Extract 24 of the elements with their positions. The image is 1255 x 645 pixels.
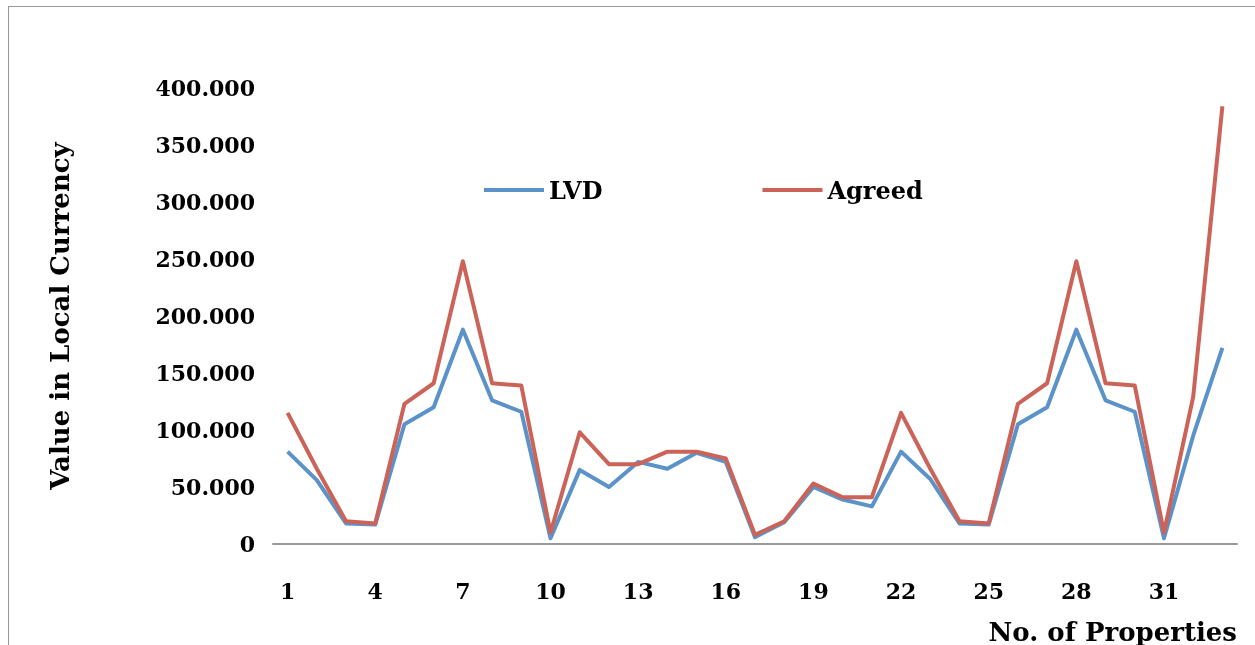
x-tick-label: 4: [367, 578, 383, 604]
y-tick-label: 0: [239, 531, 255, 557]
legend-label: Agreed: [826, 175, 924, 205]
x-tick-label: 22: [885, 578, 917, 604]
y-axis-title: Value in Local Currency: [45, 141, 75, 491]
x-tick-label: 31: [1148, 578, 1180, 604]
line-series: [285, 104, 1225, 537]
y-tick-label: 300.000: [155, 189, 255, 215]
y-tick-label: 250.000: [155, 246, 255, 272]
x-tick-label: 25: [973, 578, 1005, 604]
y-tick-label: 200.000: [155, 303, 255, 329]
x-tick-label: 1: [279, 578, 296, 604]
x-tick-label: 10: [535, 578, 566, 604]
y-tick-label: 350.000: [155, 132, 255, 158]
x-tick-label: 28: [1061, 578, 1092, 604]
x-tick-label: 7: [455, 578, 471, 604]
y-tick-label: 400.000: [155, 75, 255, 101]
y-tick-label: 100.000: [155, 417, 255, 443]
x-tick-label: 16: [710, 578, 742, 604]
y-tick-label: 50.000: [170, 474, 255, 500]
x-tick-label: 13: [622, 578, 654, 604]
legend-label: LVD: [549, 175, 603, 205]
x-tick-label: 19: [798, 578, 829, 604]
y-tick-label: 150.000: [155, 360, 255, 386]
